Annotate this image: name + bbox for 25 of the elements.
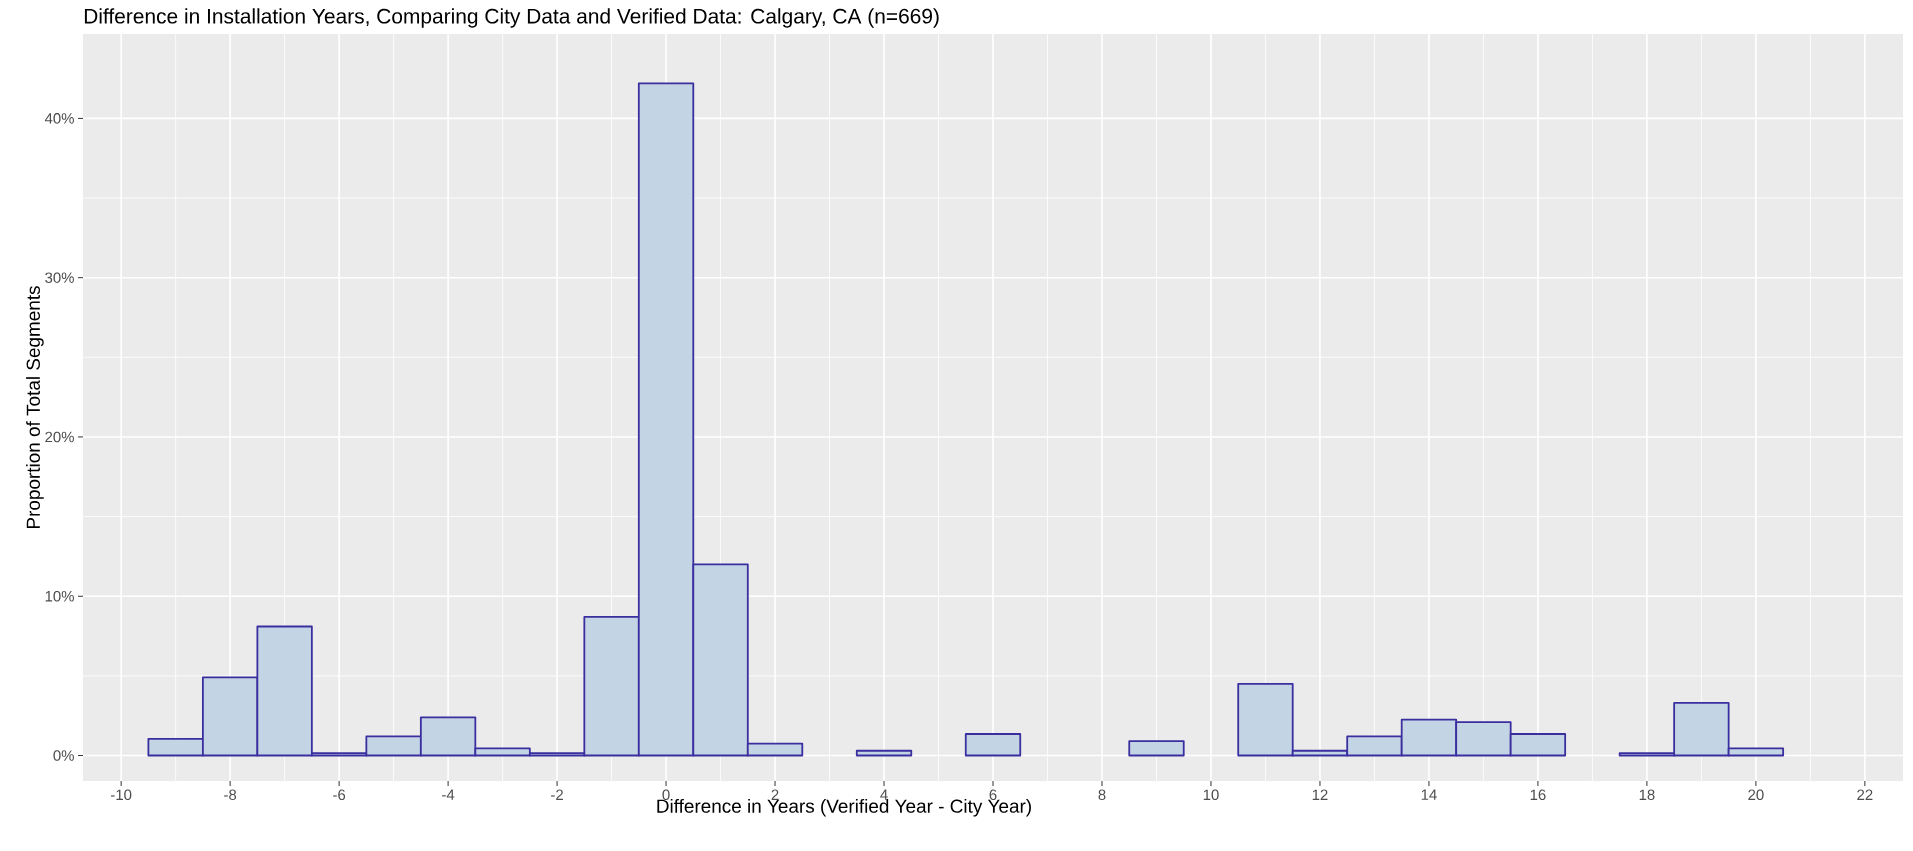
chart-title: Difference in Installation Years, Comparing City Data and Verified Data: Calgary, CA (n=669) [84, 8, 939, 28]
x-tick-label: 10 [1203, 789, 1219, 801]
x-tick-label: -10 [111, 789, 132, 801]
x-tick-label: 12 [1312, 789, 1328, 800]
y-tick-label: 10% [45, 590, 74, 602]
x-tick-label: -4 [442, 789, 455, 800]
x-axis-title: Difference in Years (Verified Year - City Year) [657, 798, 1031, 817]
x-tick-label: -2 [551, 789, 563, 800]
y-tick-label: 20% [45, 431, 74, 443]
x-tick-label: 20 [1748, 789, 1764, 801]
x-tick-label: 2 [771, 789, 779, 800]
y-tick-label: 40% [44, 113, 74, 124]
x-tick-label: 14 [1421, 789, 1437, 800]
x-tick-label: 4 [880, 789, 888, 800]
x-tick-label: 6 [989, 789, 997, 801]
x-tick-label: 18 [1639, 789, 1655, 801]
x-tick-label: 22 [1857, 789, 1873, 800]
x-tick-label: 16 [1530, 789, 1546, 801]
y-tick-label: 30% [45, 272, 74, 283]
x-tick-label: 0 [662, 789, 670, 801]
y-tick-label: 0% [53, 750, 74, 761]
x-tick-label: -8 [224, 789, 237, 801]
x-tick-label: -6 [333, 789, 346, 801]
x-tick-label: 8 [1098, 789, 1106, 801]
y-axis-title: Proportion of Total Segments [26, 286, 44, 528]
